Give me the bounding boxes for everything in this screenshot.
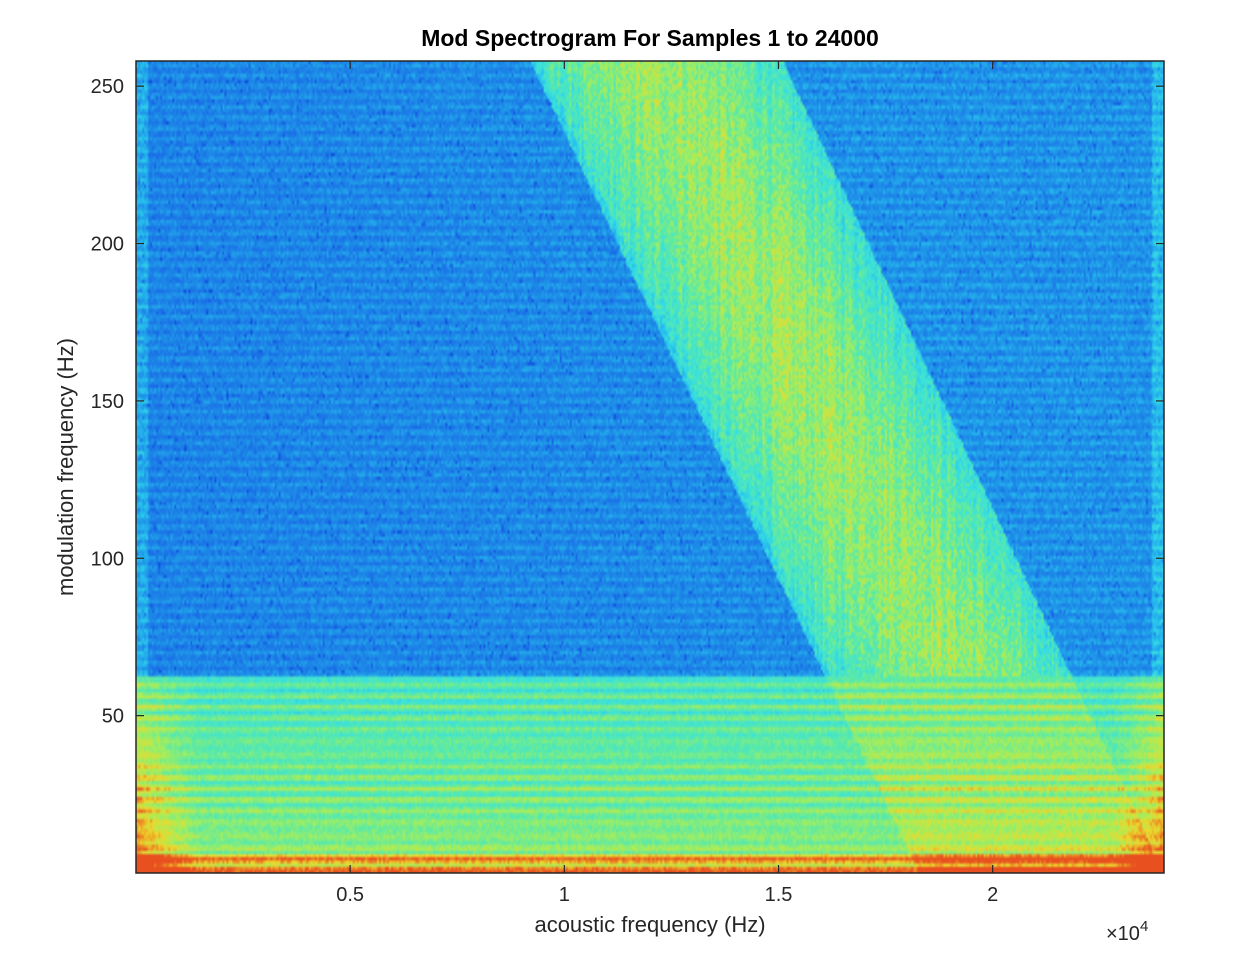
heatmap-image: [136, 61, 1164, 873]
x-axis-exponent-base: ×10: [1106, 923, 1140, 945]
x-axis-label: acoustic frequency (Hz): [534, 912, 765, 937]
plot-frame: [135, 60, 1165, 874]
y-axis-ticks: 50 100 150 200 250: [91, 76, 1164, 728]
y-axis-label: modulation frequency (Hz): [53, 338, 78, 596]
x-axis-ticks: 0.5 1 1.5 2: [336, 61, 998, 906]
x-axis-exponent-label: ×104: [1106, 918, 1148, 945]
y-tick-label: 50: [102, 706, 124, 728]
y-tick-label: 100: [91, 548, 124, 570]
x-tick-label: 1.5: [765, 884, 793, 906]
x-tick-label: 1: [559, 884, 570, 906]
y-tick-label: 150: [91, 391, 124, 413]
plot-area: [136, 61, 1164, 873]
x-axis-exponent-power: 4: [1140, 918, 1148, 935]
x-tick-label: 0.5: [336, 884, 364, 906]
x-tick-label: 2: [987, 884, 998, 906]
chart-title: Mod Spectrogram For Samples 1 to 24000: [421, 25, 879, 51]
y-tick-label: 200: [91, 234, 124, 256]
y-tick-label: 250: [91, 76, 124, 98]
